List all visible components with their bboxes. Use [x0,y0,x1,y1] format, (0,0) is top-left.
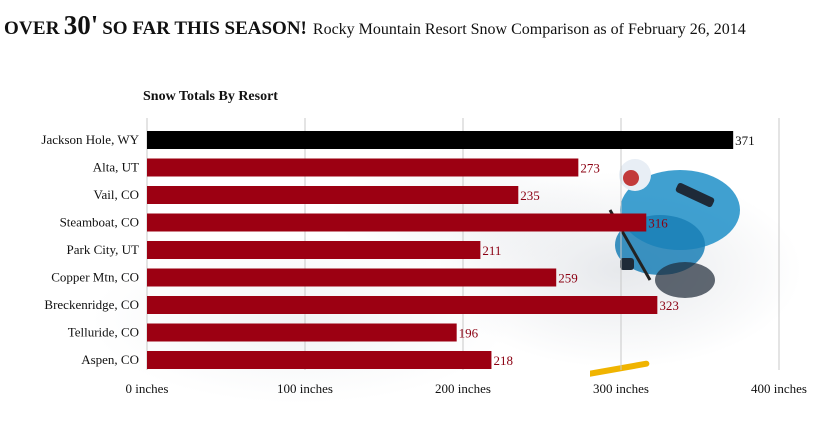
x-tick-label: 100 inches [277,381,333,396]
headline: OVER 30' SO FAR THIS SEASON! Rocky Mount… [4,10,746,41]
headline-big-number: 30' [63,10,99,40]
bar [147,323,457,342]
bar [147,186,519,204]
value-label: 196 [459,326,479,341]
value-label: 259 [558,271,578,286]
headline-rest: SO FAR THIS SEASON! [102,18,307,39]
value-label: 211 [482,243,501,258]
bar [147,131,734,149]
category-label: Vail, CO [94,187,140,202]
bar [147,351,492,369]
category-label: Park City, UT [67,242,140,257]
bar [147,158,579,177]
value-label: 316 [648,216,668,231]
value-label: 323 [659,298,679,313]
value-label: 235 [520,188,540,203]
category-label: Aspen, CO [81,352,139,367]
value-label: 273 [580,161,600,176]
x-tick-label: 300 inches [593,381,649,396]
headline-over: OVER [4,18,60,39]
category-label: Steamboat, CO [60,215,139,230]
category-label: Telluride, CO [68,325,139,340]
bar [147,296,658,314]
category-label: Copper Mtn, CO [51,270,139,285]
value-label: 371 [735,133,755,148]
x-tick-label: 200 inches [435,381,491,396]
category-label: Breckenridge, CO [44,297,139,312]
bar [147,268,557,287]
bar [147,241,481,259]
category-label: Alta, UT [93,160,139,175]
x-tick-label: 0 inches [126,381,169,396]
x-tick-label: 400 inches [751,381,807,396]
bar [147,213,647,232]
chart-title: Snow Totals By Resort [143,89,278,104]
headline-subtitle: Rocky Mountain Resort Snow Comparison as… [312,21,746,38]
category-label: Jackson Hole, WY [41,132,139,147]
value-label: 218 [493,353,513,368]
